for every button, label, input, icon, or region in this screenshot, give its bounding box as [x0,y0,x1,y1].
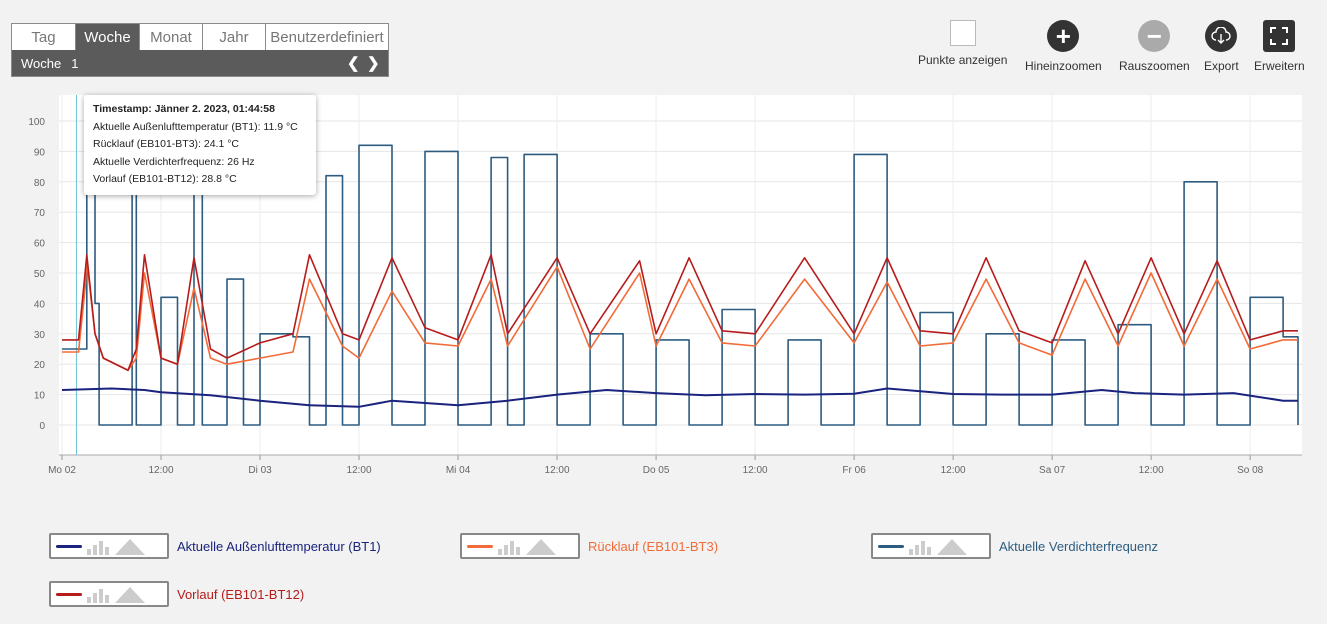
tab-day[interactable]: Tag [12,24,76,50]
tooltip-line-compressor: Aktuelle Verdichterfrequenz: 26 Hz [93,155,255,168]
y-tick-label: 10 [34,391,46,402]
time-range-selector: Tag Woche Monat Jahr Benutzerdefiniert W… [11,23,389,77]
show-points-toggle[interactable]: Punkte anzeigen [918,20,1007,67]
y-tick-label: 80 [34,178,46,189]
series-line-flow [62,254,1298,372]
legend-line-swatch [56,593,82,596]
export-label: Export [1204,59,1239,73]
area-chart-icon [115,587,145,603]
chevron-left-icon[interactable]: ❮ [347,55,360,72]
legend-item-return[interactable]: Rücklauf (EB101-BT3) [460,533,718,559]
area-chart-icon [115,539,145,555]
y-tick-label: 60 [34,239,46,250]
period-navigator: Woche 1 ❮ ❯ [12,50,388,76]
tooltip-title: Timestamp: Jänner 2. 2023, 01:44:58 [93,103,275,115]
zoom-out-button[interactable]: − Rauszoomen [1119,20,1190,73]
chevron-right-icon[interactable]: ❯ [367,55,380,72]
show-points-label: Punkte anzeigen [918,53,1008,67]
tooltip-line-flow: Vorlauf (EB101-BT12): 28.8 °C [93,173,237,185]
tab-custom[interactable]: Benutzerdefiniert [270,28,384,46]
x-tick-label: Do 05 [643,465,670,476]
legend-label: Aktuelle Verdichterfrequenz [999,538,1158,554]
x-tick-label: 12:00 [347,465,372,476]
legend-label: Rücklauf (EB101-BT3) [588,538,719,554]
expand-button[interactable]: Erweitern [1254,20,1305,73]
legend-toggle-compressor[interactable] [871,533,991,559]
x-tick-label: Sa 07 [1039,465,1066,476]
line-chart[interactable]: 0 10 20 30 40 50 60 70 80 90 100 Mo 02 12:00 Di 03 12:… [0,0,1327,500]
legend-line-swatch [56,545,82,548]
series-line-return [62,260,1298,372]
y-tick-label: 100 [28,117,45,128]
legend-label: Aktuelle Außenlufttemperatur (BT1) [177,538,381,554]
period-value: 1 [71,55,79,71]
y-tick-label: 30 [34,330,46,341]
expand-label: Erweitern [1254,59,1305,73]
legend-toggle-flow[interactable] [49,581,169,607]
x-tick-label: 12:00 [148,465,173,476]
zoom-out-label: Rauszoomen [1119,59,1190,73]
tab-year[interactable]: Jahr [203,24,266,50]
area-chart-icon [937,539,967,555]
bar-chart-icon [498,540,522,555]
x-tick-label: 12:00 [941,465,966,476]
legend-item-flow[interactable]: Vorlauf (EB101-BT12) [49,581,304,607]
bar-chart-icon [909,540,933,555]
bar-chart-icon [87,540,111,555]
x-tick-label: Mo 02 [48,465,76,476]
tooltip-line-outdoor: Aktuelle Außenlufttemperatur (BT1): 11.9… [93,120,298,133]
period-label: Woche [21,55,62,71]
zoom-in-label: Hineinzoomen [1025,59,1102,73]
x-tick-label: Fr 06 [842,465,866,476]
legend-toggle-return[interactable] [460,533,580,559]
cloud-download-icon [1205,20,1238,52]
plus-icon: + [1047,20,1080,52]
y-tick-label: 40 [34,299,46,310]
y-tick-label: 90 [34,147,46,158]
tab-month[interactable]: Monat [140,24,203,50]
export-button[interactable]: Export [1204,20,1239,73]
series-line-compressor [62,144,1299,426]
minus-icon: − [1138,20,1171,52]
y-tick-label: 0 [39,421,45,432]
zoom-in-button[interactable]: + Hineinzoomen [1025,20,1102,73]
tab-week[interactable]: Woche [76,24,140,50]
x-tick-label: So 08 [1237,465,1264,476]
show-points-checkbox[interactable] [949,20,976,46]
bar-chart-icon [87,588,111,603]
fullscreen-icon [1263,20,1296,52]
y-tick-label: 50 [34,269,46,280]
chart-tooltip: Timestamp: Jänner 2. 2023, 01:44:58 Aktu… [84,95,316,195]
x-tick-label: Mi 04 [446,465,471,476]
x-tick-label: Di 03 [248,465,272,476]
legend-item-outdoor[interactable]: Aktuelle Außenlufttemperatur (BT1) [49,533,381,559]
tooltip-line-return: Rücklauf (EB101-BT3): 24.1 °C [93,138,240,150]
legend-label: Vorlauf (EB101-BT12) [177,586,305,602]
legend-line-swatch [878,545,904,548]
x-tick-label: 12:00 [545,465,570,476]
y-tick-label: 20 [34,360,46,371]
legend-line-swatch [467,545,493,548]
x-tick-label: 12:00 [743,465,768,476]
legend-item-compressor[interactable]: Aktuelle Verdichterfrequenz [871,533,1158,559]
y-tick-label: 70 [34,208,46,219]
series-line-outdoor [61,387,1298,408]
x-tick-label: 12:00 [1139,465,1164,476]
area-chart-icon [526,539,556,555]
tab-row: Tag Woche Monat Jahr Benutzerdefiniert [12,24,388,50]
legend-toggle-outdoor[interactable] [49,533,169,559]
